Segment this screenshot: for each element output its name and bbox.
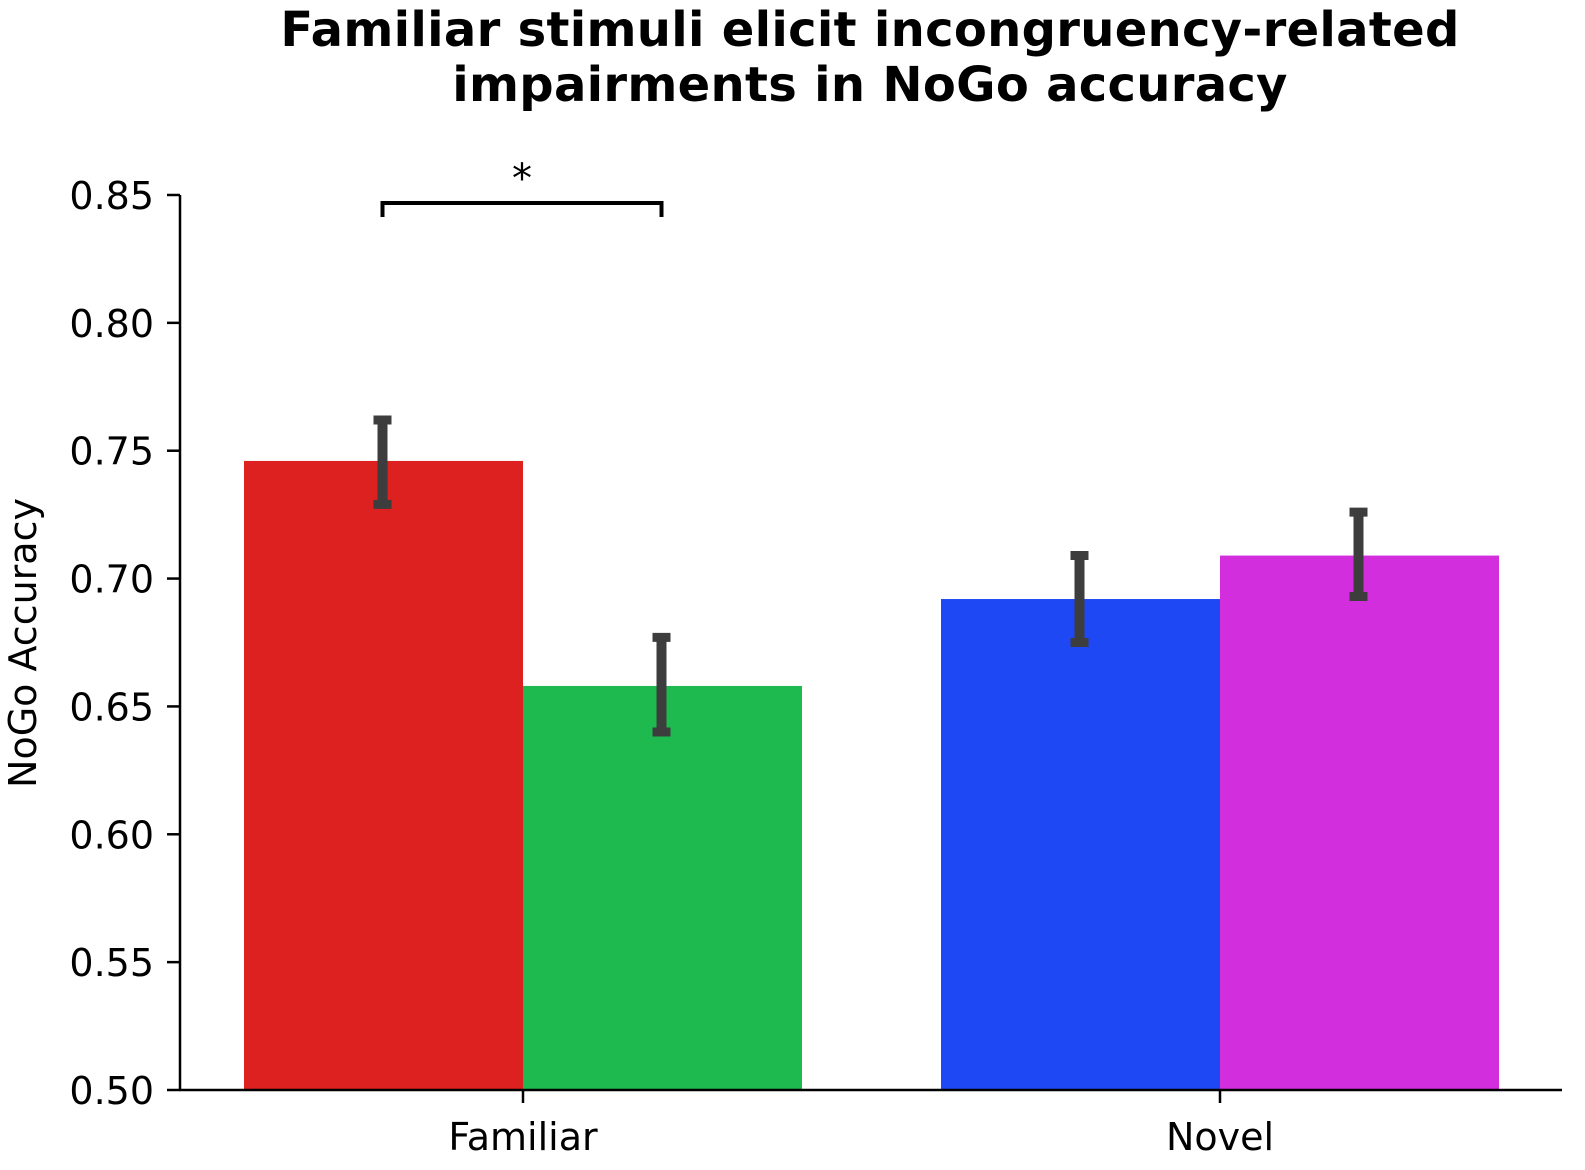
y-tick-label-1: 0.50 <box>69 1069 154 1113</box>
y-axis-label: NoGo Accuracy <box>1 498 45 788</box>
chart-title-line-2: impairments in NoGo accuracy <box>452 57 1288 113</box>
chart-title-line-1: Familiar stimuli elicit incongruency-rel… <box>280 2 1460 58</box>
axes-layer: 0.50 0.55 0.60 0.65 0.70 0.75 0.80 0.85 Familiar… <box>69 174 1562 1159</box>
y-tick-label-7: 0.80 <box>69 302 154 346</box>
bar-4 <box>1220 555 1499 1090</box>
annotations-layer: * <box>380 156 664 217</box>
y-tick-label-8: 0.85 <box>69 174 154 218</box>
x-tick-label-1: Familiar <box>448 1115 598 1159</box>
y-tick-label-6: 0.75 <box>69 430 154 474</box>
bar-1 <box>244 460 523 1090</box>
error-bars-layer <box>373 415 1368 737</box>
bars-layer <box>244 460 1499 1090</box>
bar-2 <box>523 685 802 1090</box>
y-tick-label-4: 0.65 <box>69 685 154 729</box>
x-tick-label-2: Novel <box>1166 1115 1274 1159</box>
y-tick-label-2: 0.55 <box>69 941 154 985</box>
significance-marker-1: * <box>512 156 532 202</box>
significance-bracket-1 <box>380 201 664 217</box>
bar-3 <box>941 599 1220 1090</box>
y-tick-label-3: 0.60 <box>69 813 154 857</box>
y-tick-label-5: 0.70 <box>69 558 154 602</box>
